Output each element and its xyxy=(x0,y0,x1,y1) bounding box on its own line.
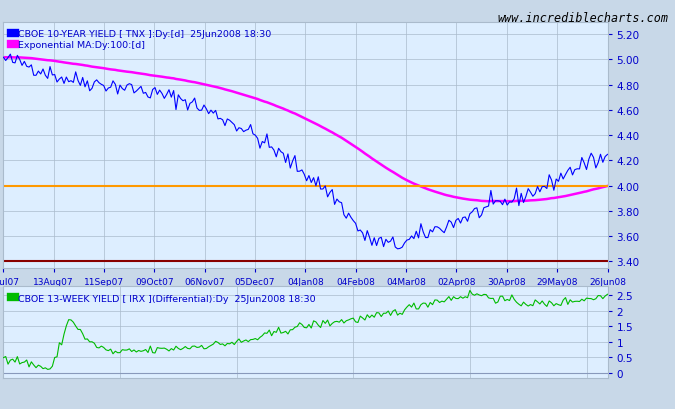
Legend: CBOE 10-YEAR YIELD [ TNX ]:Dy:[d]  25Jun2008 18:30, Exponential MA:Dy:100:[d]: CBOE 10-YEAR YIELD [ TNX ]:Dy:[d] 25Jun2… xyxy=(8,27,275,53)
Legend: CBOE 13-WEEK YIELD [ IRX ](Differential):Dy  25Jun2008 18:30: CBOE 13-WEEK YIELD [ IRX ](Differential)… xyxy=(8,291,319,306)
Text: www.incrediblecharts.com: www.incrediblecharts.com xyxy=(497,12,668,25)
